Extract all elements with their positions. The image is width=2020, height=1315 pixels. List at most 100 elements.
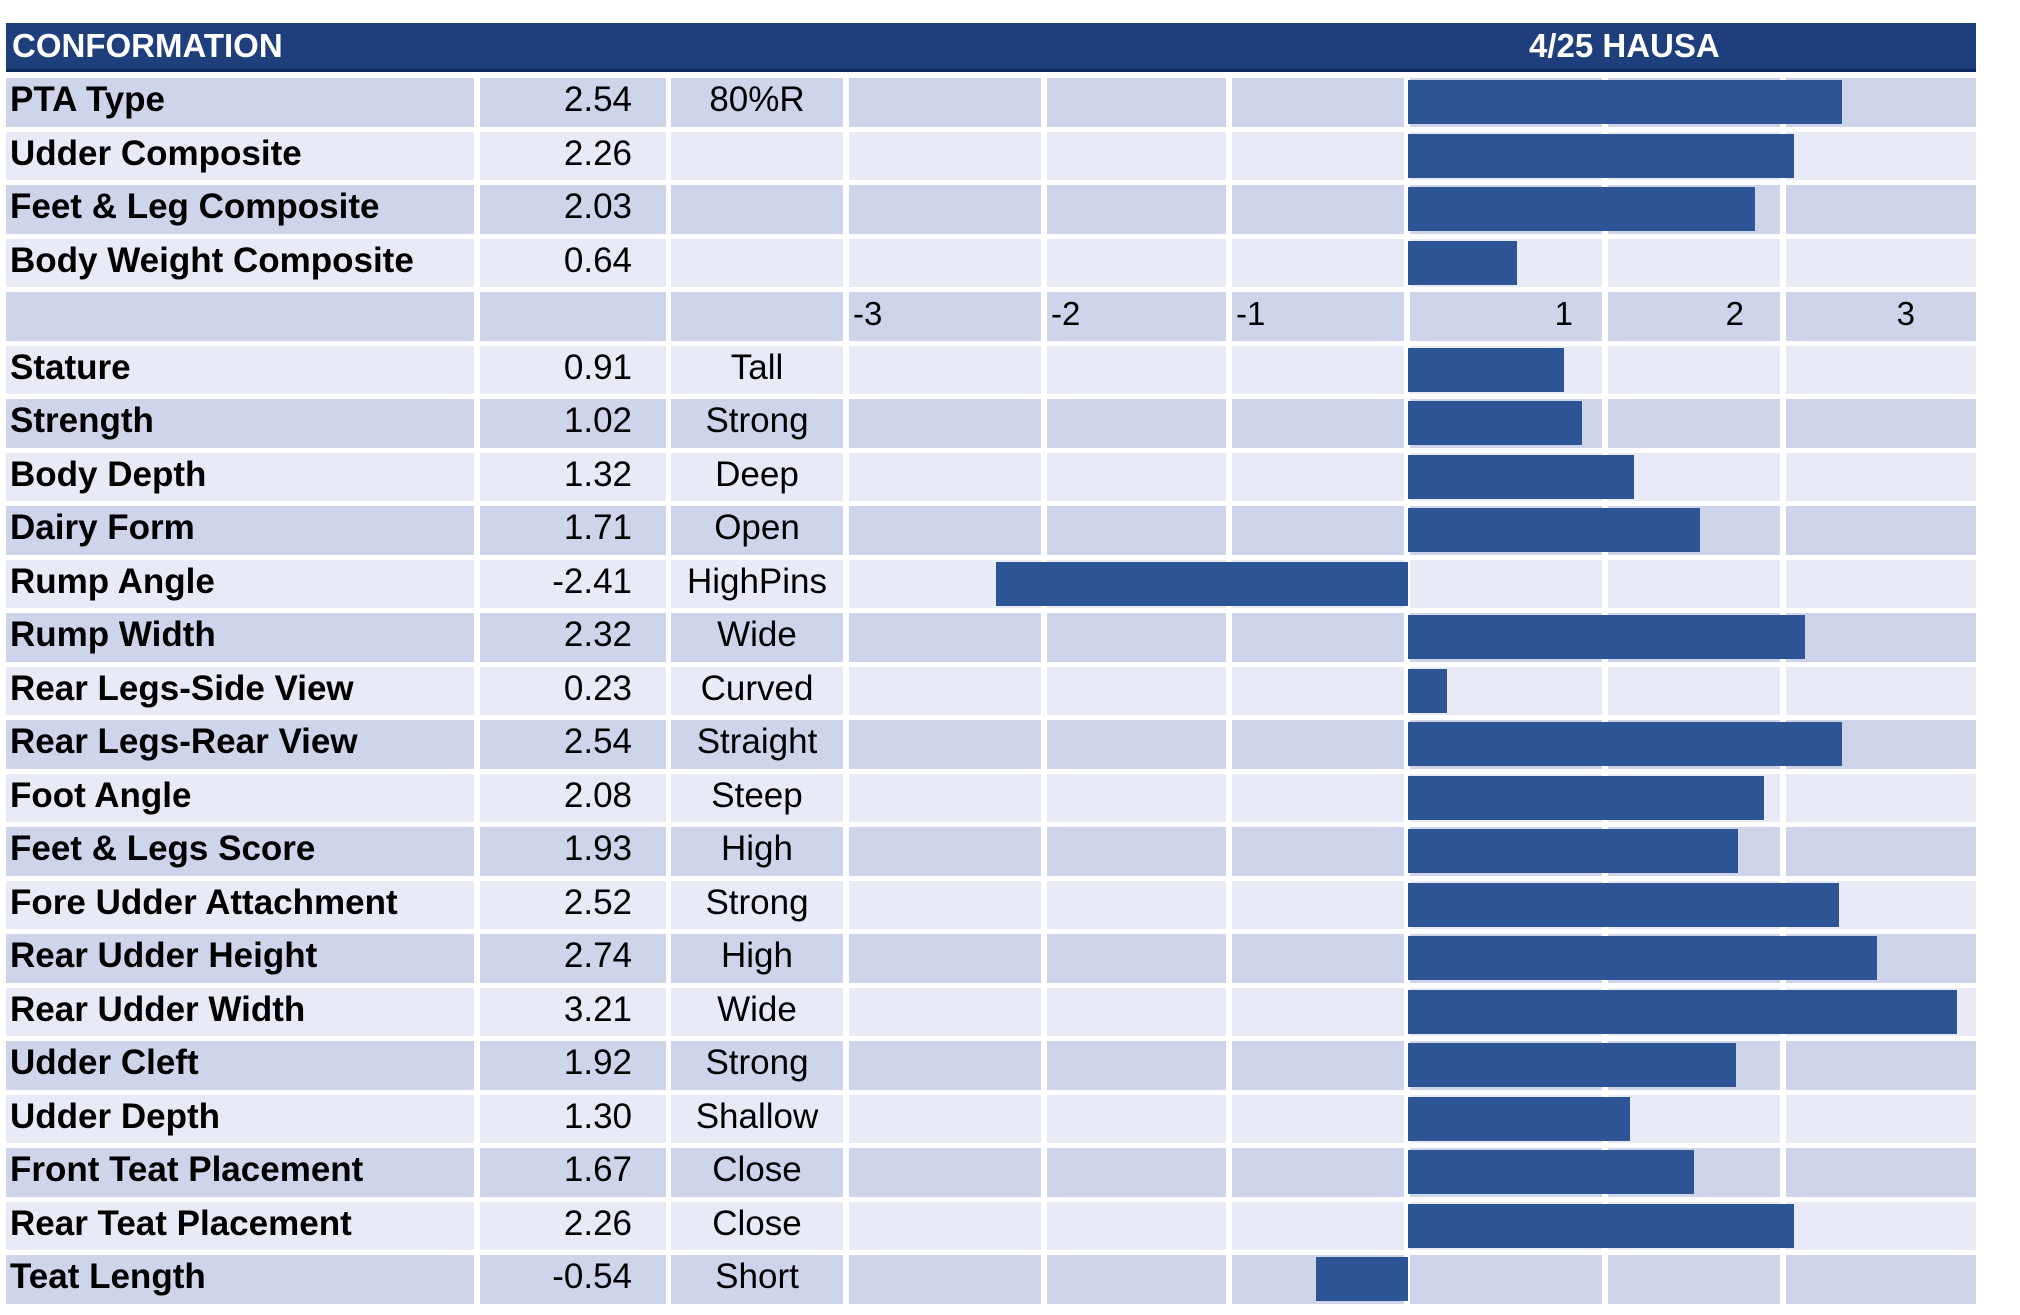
grid-cell: [849, 880, 1041, 929]
grid-cell: [6, 1255, 474, 1304]
trait-label: Rear Legs-Side View: [10, 668, 354, 708]
grid-cell: [849, 666, 1041, 715]
grid-cell: [671, 1255, 843, 1304]
trait-descriptor: Wide: [717, 615, 797, 655]
trait-descriptor: Deep: [715, 454, 799, 494]
grid-cell: [1410, 1255, 1602, 1304]
grid-cell: [480, 559, 666, 608]
grid-cell: [480, 292, 666, 341]
trait-value: 2.32: [563, 615, 632, 655]
grid-cell: [849, 1094, 1041, 1143]
trait-value: 2.26: [563, 133, 632, 173]
trait-bar: [1408, 454, 1634, 499]
grid-cell: [671, 613, 843, 662]
grid-cell: [1786, 773, 1976, 822]
trait-label: Rear Udder Width: [10, 989, 306, 1029]
header-bar: CONFORMATION 4/25 HAUSA: [6, 23, 1976, 72]
grid-cell: [480, 1148, 666, 1197]
grid-cell: [6, 1148, 474, 1197]
grid-cell: [1047, 78, 1226, 127]
grid-cell: [1047, 506, 1226, 555]
grid-cell: [1786, 185, 1976, 234]
grid-cell: [671, 1094, 843, 1143]
grid-cell: [6, 452, 474, 501]
trait-descriptor: Curved: [700, 668, 814, 708]
grid-cell: [1232, 1148, 1404, 1197]
grid-cell: [1608, 238, 1780, 287]
trait-bar: [1408, 187, 1756, 232]
grid-cell: [1608, 1255, 1780, 1304]
grid-cell: [6, 613, 474, 662]
trait-bar: [1315, 1257, 1408, 1302]
trait-value: 0.91: [563, 347, 632, 387]
grid-cell: [480, 1201, 666, 1250]
trait-label: Feet & Legs Score: [10, 829, 316, 869]
grid-cell: [1047, 987, 1226, 1036]
grid-cell: [849, 613, 1041, 662]
grid-cell: [849, 773, 1041, 822]
trait-label: Fore Udder Attachment: [10, 882, 398, 922]
grid-cell: [849, 452, 1041, 501]
grid-cell: [480, 666, 666, 715]
trait-label: Stature: [10, 347, 131, 387]
grid-cell: [1232, 131, 1404, 180]
trait-label: Dairy Form: [10, 508, 195, 548]
grid-cell: [6, 720, 474, 769]
grid-cell: [849, 1201, 1041, 1250]
grid-cell: [671, 399, 843, 448]
axis-tick-label: 1: [1554, 295, 1573, 333]
trait-label: Rear Legs-Rear View: [10, 722, 358, 762]
grid-cell: [849, 131, 1041, 180]
grid-cell: [1786, 292, 1976, 341]
trait-bar: [1408, 882, 1839, 927]
trait-bar: [1408, 347, 1564, 392]
grid-cell: [1786, 506, 1976, 555]
grid-cell: [1047, 1201, 1226, 1250]
grid-cell: [1232, 613, 1404, 662]
grid-cell: [671, 1041, 843, 1090]
grid-cell: [480, 506, 666, 555]
grid-cell: [849, 934, 1041, 983]
trait-bar: [1408, 508, 1701, 553]
grid-cell: [6, 559, 474, 608]
grid-cell: [1786, 613, 1976, 662]
grid-cell: [1232, 238, 1404, 287]
grid-cell: [671, 666, 843, 715]
grid-cell: [1786, 559, 1976, 608]
trait-bar: [1408, 829, 1739, 874]
trait-bar: [995, 561, 1408, 606]
trait-descriptor: Wide: [717, 989, 797, 1029]
grid-cell: [480, 345, 666, 394]
grid-cell: [480, 1094, 666, 1143]
trait-descriptor: Short: [715, 1257, 799, 1297]
trait-value: 2.54: [563, 722, 632, 762]
grid-cell: [6, 880, 474, 929]
trait-value: 0.23: [563, 668, 632, 708]
grid-cell: [849, 345, 1041, 394]
grid-cell: [480, 185, 666, 234]
trait-descriptor: Strong: [705, 1043, 809, 1083]
grid-cell: [1232, 506, 1404, 555]
trait-label: Udder Cleft: [10, 1043, 199, 1083]
trait-bar: [1408, 80, 1843, 125]
grid-cell: [671, 452, 843, 501]
trait-label: Rump Width: [10, 615, 216, 655]
chart-title: 4/25 HAUSA: [1529, 27, 1720, 64]
grid-cell: [1047, 827, 1226, 876]
grid-cell: [1047, 292, 1226, 341]
trait-label: Rear Udder Height: [10, 936, 318, 976]
grid-cell: [1608, 666, 1780, 715]
trait-bar: [1408, 668, 1448, 713]
grid-cell: [671, 773, 843, 822]
grid-cell: [6, 1201, 474, 1250]
trait-descriptor: Straight: [696, 722, 818, 762]
trait-bar: [1408, 1096, 1631, 1141]
grid-cell: [6, 1094, 474, 1143]
trait-label: Udder Depth: [10, 1096, 220, 1136]
grid-cell: [671, 185, 843, 234]
grid-cell: [1786, 452, 1976, 501]
grid-cell: [480, 238, 666, 287]
trait-value: 1.02: [563, 401, 632, 441]
trait-bar: [1408, 401, 1583, 446]
grid-cell: [671, 506, 843, 555]
